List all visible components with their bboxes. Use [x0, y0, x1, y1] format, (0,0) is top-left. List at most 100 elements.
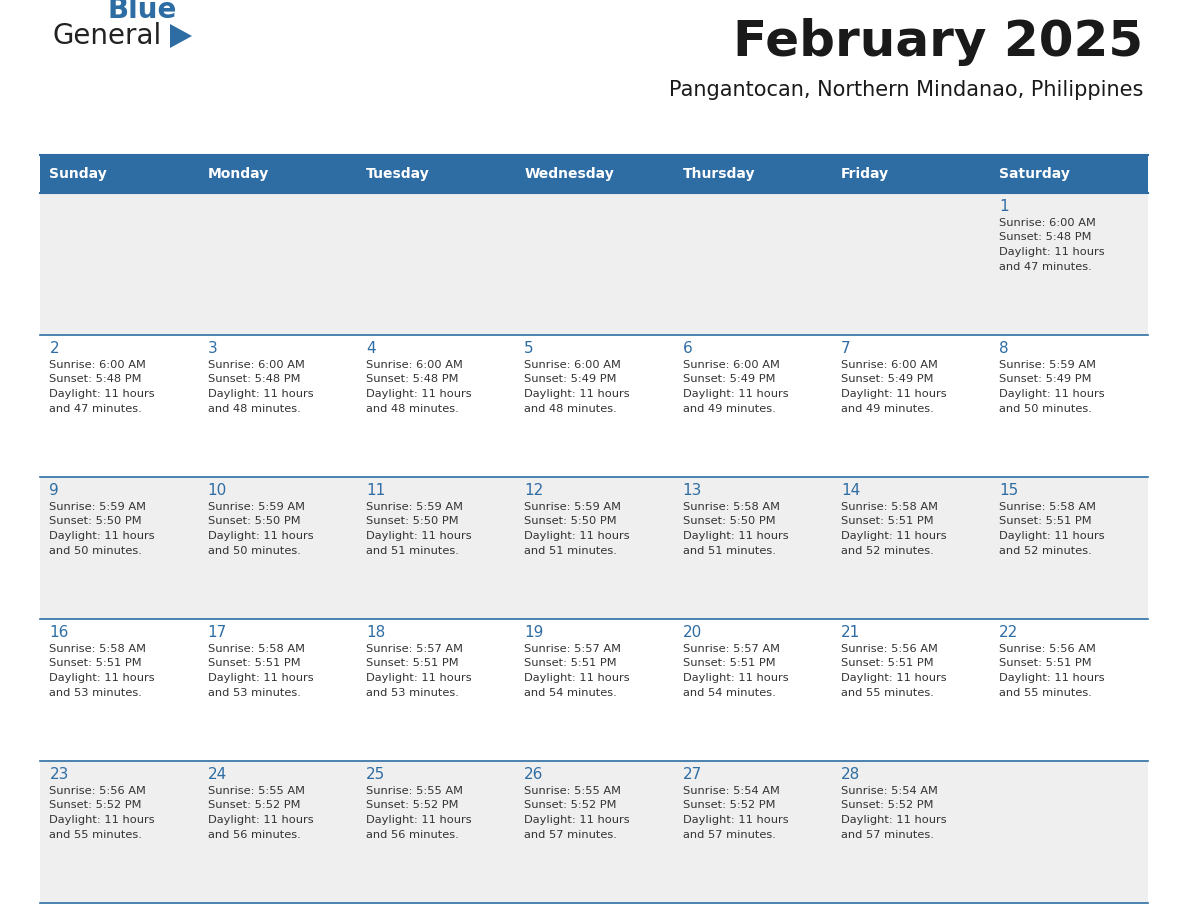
Text: Sunset: 5:51 PM: Sunset: 5:51 PM — [841, 658, 934, 668]
Text: Sunset: 5:52 PM: Sunset: 5:52 PM — [208, 800, 301, 811]
Text: Daylight: 11 hours: Daylight: 11 hours — [50, 815, 156, 825]
Text: Daylight: 11 hours: Daylight: 11 hours — [208, 389, 314, 399]
Text: Sunset: 5:51 PM: Sunset: 5:51 PM — [999, 658, 1092, 668]
Text: Sunrise: 5:55 AM: Sunrise: 5:55 AM — [208, 786, 305, 796]
Text: Sunset: 5:52 PM: Sunset: 5:52 PM — [366, 800, 459, 811]
Text: 14: 14 — [841, 483, 860, 498]
Bar — [832, 155, 990, 193]
Bar — [356, 761, 514, 903]
Text: Sunset: 5:51 PM: Sunset: 5:51 PM — [50, 658, 143, 668]
Text: Sunrise: 5:59 AM: Sunrise: 5:59 AM — [999, 360, 1097, 370]
Text: Sunrise: 6:00 AM: Sunrise: 6:00 AM — [50, 360, 146, 370]
Bar — [514, 155, 674, 193]
Text: 16: 16 — [50, 625, 69, 640]
Text: Sunset: 5:51 PM: Sunset: 5:51 PM — [683, 658, 776, 668]
Text: Sunset: 5:49 PM: Sunset: 5:49 PM — [999, 375, 1092, 385]
Text: and 48 minutes.: and 48 minutes. — [208, 404, 301, 413]
Bar — [514, 619, 674, 761]
Text: Sunset: 5:52 PM: Sunset: 5:52 PM — [50, 800, 143, 811]
Text: Pangantocan, Northern Mindanao, Philippines: Pangantocan, Northern Mindanao, Philippi… — [669, 80, 1143, 100]
Text: Sunrise: 5:58 AM: Sunrise: 5:58 AM — [841, 502, 937, 512]
Text: Sunset: 5:50 PM: Sunset: 5:50 PM — [208, 517, 301, 527]
Text: and 47 minutes.: and 47 minutes. — [50, 404, 143, 413]
Text: Daylight: 11 hours: Daylight: 11 hours — [999, 673, 1105, 683]
Text: Daylight: 11 hours: Daylight: 11 hours — [683, 815, 789, 825]
Text: 15: 15 — [999, 483, 1018, 498]
Text: Daylight: 11 hours: Daylight: 11 hours — [683, 673, 789, 683]
Text: 12: 12 — [524, 483, 544, 498]
Text: Sunrise: 6:00 AM: Sunrise: 6:00 AM — [524, 360, 621, 370]
Text: 4: 4 — [366, 341, 375, 356]
Bar — [990, 761, 1148, 903]
Text: Daylight: 11 hours: Daylight: 11 hours — [366, 531, 472, 541]
Text: and 53 minutes.: and 53 minutes. — [366, 688, 459, 698]
Bar — [832, 335, 990, 477]
Text: Sunset: 5:52 PM: Sunset: 5:52 PM — [683, 800, 775, 811]
Text: Daylight: 11 hours: Daylight: 11 hours — [524, 673, 630, 683]
Text: Daylight: 11 hours: Daylight: 11 hours — [366, 673, 472, 683]
Bar — [674, 155, 832, 193]
Bar — [40, 761, 198, 903]
Text: Sunday: Sunday — [50, 167, 107, 181]
Text: Daylight: 11 hours: Daylight: 11 hours — [524, 389, 630, 399]
Bar — [356, 193, 514, 335]
Text: and 49 minutes.: and 49 minutes. — [683, 404, 776, 413]
Text: Sunrise: 5:56 AM: Sunrise: 5:56 AM — [841, 644, 937, 654]
Text: 5: 5 — [524, 341, 533, 356]
Text: Sunrise: 5:54 AM: Sunrise: 5:54 AM — [841, 786, 937, 796]
Text: and 50 minutes.: and 50 minutes. — [999, 404, 1092, 413]
Bar — [674, 335, 832, 477]
Text: and 51 minutes.: and 51 minutes. — [366, 545, 459, 555]
Text: 18: 18 — [366, 625, 385, 640]
Bar — [356, 335, 514, 477]
Text: 21: 21 — [841, 625, 860, 640]
Text: Sunrise: 5:56 AM: Sunrise: 5:56 AM — [999, 644, 1097, 654]
Text: Sunset: 5:49 PM: Sunset: 5:49 PM — [683, 375, 775, 385]
Text: and 55 minutes.: and 55 minutes. — [50, 830, 143, 839]
Text: Sunset: 5:48 PM: Sunset: 5:48 PM — [999, 232, 1092, 242]
Text: Sunset: 5:51 PM: Sunset: 5:51 PM — [999, 517, 1092, 527]
Text: Sunrise: 5:56 AM: Sunrise: 5:56 AM — [50, 786, 146, 796]
Text: Sunrise: 5:58 AM: Sunrise: 5:58 AM — [208, 644, 305, 654]
Text: and 57 minutes.: and 57 minutes. — [524, 830, 618, 839]
Text: Daylight: 11 hours: Daylight: 11 hours — [683, 389, 789, 399]
Text: Wednesday: Wednesday — [524, 167, 614, 181]
Bar — [990, 193, 1148, 335]
Text: 10: 10 — [208, 483, 227, 498]
Text: Daylight: 11 hours: Daylight: 11 hours — [999, 389, 1105, 399]
Text: and 55 minutes.: and 55 minutes. — [841, 688, 934, 698]
Text: Monday: Monday — [208, 167, 268, 181]
Text: 19: 19 — [524, 625, 544, 640]
Text: Daylight: 11 hours: Daylight: 11 hours — [208, 815, 314, 825]
Text: Sunrise: 5:58 AM: Sunrise: 5:58 AM — [50, 644, 146, 654]
Text: Sunrise: 6:00 AM: Sunrise: 6:00 AM — [366, 360, 463, 370]
Text: Daylight: 11 hours: Daylight: 11 hours — [683, 531, 789, 541]
Text: 2: 2 — [50, 341, 59, 356]
Text: and 51 minutes.: and 51 minutes. — [683, 545, 776, 555]
Text: Daylight: 11 hours: Daylight: 11 hours — [841, 389, 947, 399]
Bar — [990, 155, 1148, 193]
Text: Daylight: 11 hours: Daylight: 11 hours — [524, 815, 630, 825]
Text: Daylight: 11 hours: Daylight: 11 hours — [50, 389, 156, 399]
Text: Daylight: 11 hours: Daylight: 11 hours — [841, 815, 947, 825]
Bar — [832, 619, 990, 761]
Bar — [832, 193, 990, 335]
Text: 24: 24 — [208, 767, 227, 782]
Text: Sunrise: 6:00 AM: Sunrise: 6:00 AM — [208, 360, 304, 370]
Bar — [514, 761, 674, 903]
Bar — [198, 193, 356, 335]
Text: 22: 22 — [999, 625, 1018, 640]
Bar — [40, 155, 198, 193]
Bar — [514, 335, 674, 477]
Text: 6: 6 — [683, 341, 693, 356]
Bar — [514, 477, 674, 619]
Text: Sunrise: 5:57 AM: Sunrise: 5:57 AM — [524, 644, 621, 654]
Text: Sunset: 5:52 PM: Sunset: 5:52 PM — [841, 800, 934, 811]
Text: and 50 minutes.: and 50 minutes. — [208, 545, 301, 555]
Bar — [40, 193, 198, 335]
Text: 13: 13 — [683, 483, 702, 498]
Text: Sunset: 5:50 PM: Sunset: 5:50 PM — [683, 517, 776, 527]
Text: 3: 3 — [208, 341, 217, 356]
Text: 26: 26 — [524, 767, 544, 782]
Text: Sunset: 5:48 PM: Sunset: 5:48 PM — [366, 375, 459, 385]
